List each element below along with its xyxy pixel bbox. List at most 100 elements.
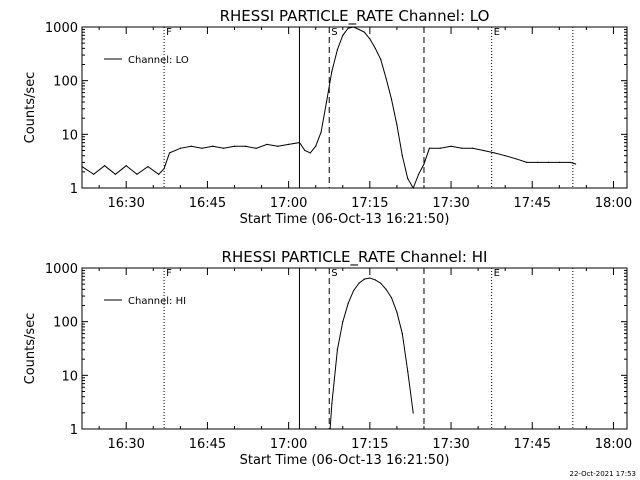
- x-tick-label: 16:45: [189, 196, 226, 211]
- marker-label: E: [494, 268, 500, 279]
- x-tick-label: 17:45: [514, 437, 551, 452]
- marker-label: S: [331, 27, 337, 38]
- x-tick-label: 16:45: [189, 437, 226, 452]
- y-tick-label: 100: [53, 316, 78, 331]
- data-point: [233, 145, 236, 147]
- data-point: [547, 161, 550, 163]
- x-tick-label: 17:45: [514, 196, 551, 211]
- data-point: [515, 158, 517, 160]
- y-tick-label: 10: [61, 369, 78, 384]
- marker-label: F: [166, 27, 172, 38]
- data-point: [385, 288, 387, 290]
- legend-label: Channel: LO: [128, 55, 189, 66]
- x-tick-label: 17:15: [351, 196, 388, 211]
- data-point: [461, 147, 463, 149]
- y-tick-label: 1000: [45, 21, 78, 36]
- data-point: [147, 166, 149, 168]
- data-point: [329, 428, 331, 430]
- data-point: [212, 145, 214, 147]
- series-line: [81, 26, 576, 190]
- x-tick-label: 16:30: [107, 437, 144, 452]
- data-point: [558, 161, 560, 163]
- panel-hi: RHESSI PARTICLE_RATE Channel: HI Counts/s…: [23, 248, 632, 468]
- chart-title: RHESSI PARTICLE_RATE Channel: LO: [220, 7, 490, 26]
- y-tick-label: 100: [53, 75, 78, 90]
- data-point: [352, 289, 355, 292]
- data-point: [401, 155, 403, 157]
- data-point: [244, 145, 246, 147]
- data-point: [136, 173, 138, 175]
- series-line: [329, 277, 414, 430]
- x-axis-label: Start Time (06-Oct-13 16:21:50): [240, 453, 450, 468]
- marker-label: E: [494, 27, 500, 38]
- x-tick-label: 18:00: [595, 196, 632, 211]
- data-point: [277, 145, 279, 147]
- y-tick-label: 10: [61, 128, 78, 143]
- data-point: [412, 187, 414, 189]
- data-point: [537, 161, 539, 163]
- data-point: [266, 143, 268, 145]
- y-tick-label: 1000: [45, 262, 78, 277]
- panel-lo: RHESSI PARTICLE_RATE Channel: LO Counts/s…: [23, 7, 632, 227]
- data-point: [385, 77, 387, 80]
- data-point: [369, 38, 371, 40]
- x-tick-label: 16:30: [107, 196, 144, 211]
- data-point: [504, 155, 506, 157]
- data-point: [325, 101, 328, 103]
- data-point: [526, 161, 528, 163]
- data-point: [93, 173, 95, 175]
- data-point: [363, 278, 366, 280]
- data-point: [423, 163, 425, 165]
- x-tick-label: 17:15: [351, 437, 388, 452]
- data-point: [315, 145, 317, 147]
- data-point: [320, 131, 322, 133]
- data-point: [168, 152, 171, 154]
- data-point: [336, 48, 338, 51]
- data-point: [390, 297, 393, 299]
- x-tick-label: 17:30: [432, 437, 469, 452]
- y-tick-label: 1: [70, 423, 78, 438]
- data-point: [450, 145, 452, 147]
- data-point: [347, 302, 349, 304]
- data-point: [352, 26, 355, 28]
- data-point: [331, 402, 333, 404]
- data-point: [390, 98, 393, 100]
- data-point: [179, 147, 181, 149]
- data-point: [401, 332, 403, 335]
- data-point: [331, 70, 333, 72]
- x-axis-label: Start Time (06-Oct-13 16:21:50): [240, 212, 450, 227]
- data-point: [125, 165, 127, 167]
- data-point: [374, 47, 376, 49]
- data-point: [407, 177, 409, 180]
- data-point: [336, 349, 338, 351]
- x-tick-label: 17:00: [270, 437, 307, 452]
- data-point: [201, 147, 203, 149]
- y-axis-label: Counts/sec: [23, 72, 38, 144]
- data-point: [380, 282, 382, 284]
- data-point: [298, 142, 301, 144]
- data-point: [358, 282, 360, 284]
- data-point: [374, 279, 376, 281]
- data-point: [358, 28, 360, 31]
- data-point: [103, 165, 106, 167]
- y-axis-label: Counts/sec: [23, 313, 38, 385]
- data-point: [369, 277, 371, 279]
- data-point: [163, 167, 165, 170]
- data-point: [417, 173, 420, 175]
- generation-date: 22-Oct-2021 17:53: [570, 470, 636, 478]
- data-point: [342, 34, 344, 36]
- data-point: [412, 412, 414, 414]
- data-point: [363, 31, 366, 33]
- data-point: [304, 149, 306, 152]
- data-point: [482, 149, 485, 152]
- plot-frame: [81, 267, 628, 430]
- data-point: [574, 163, 577, 165]
- legend-label: Channel: HI: [128, 296, 186, 307]
- data-point: [493, 152, 495, 154]
- data-point: [439, 147, 441, 149]
- chart-title: RHESSI PARTICLE_RATE Channel: HI: [222, 248, 488, 267]
- data-point: [396, 124, 398, 126]
- marker-label: S: [331, 268, 337, 279]
- data-point: [190, 145, 192, 147]
